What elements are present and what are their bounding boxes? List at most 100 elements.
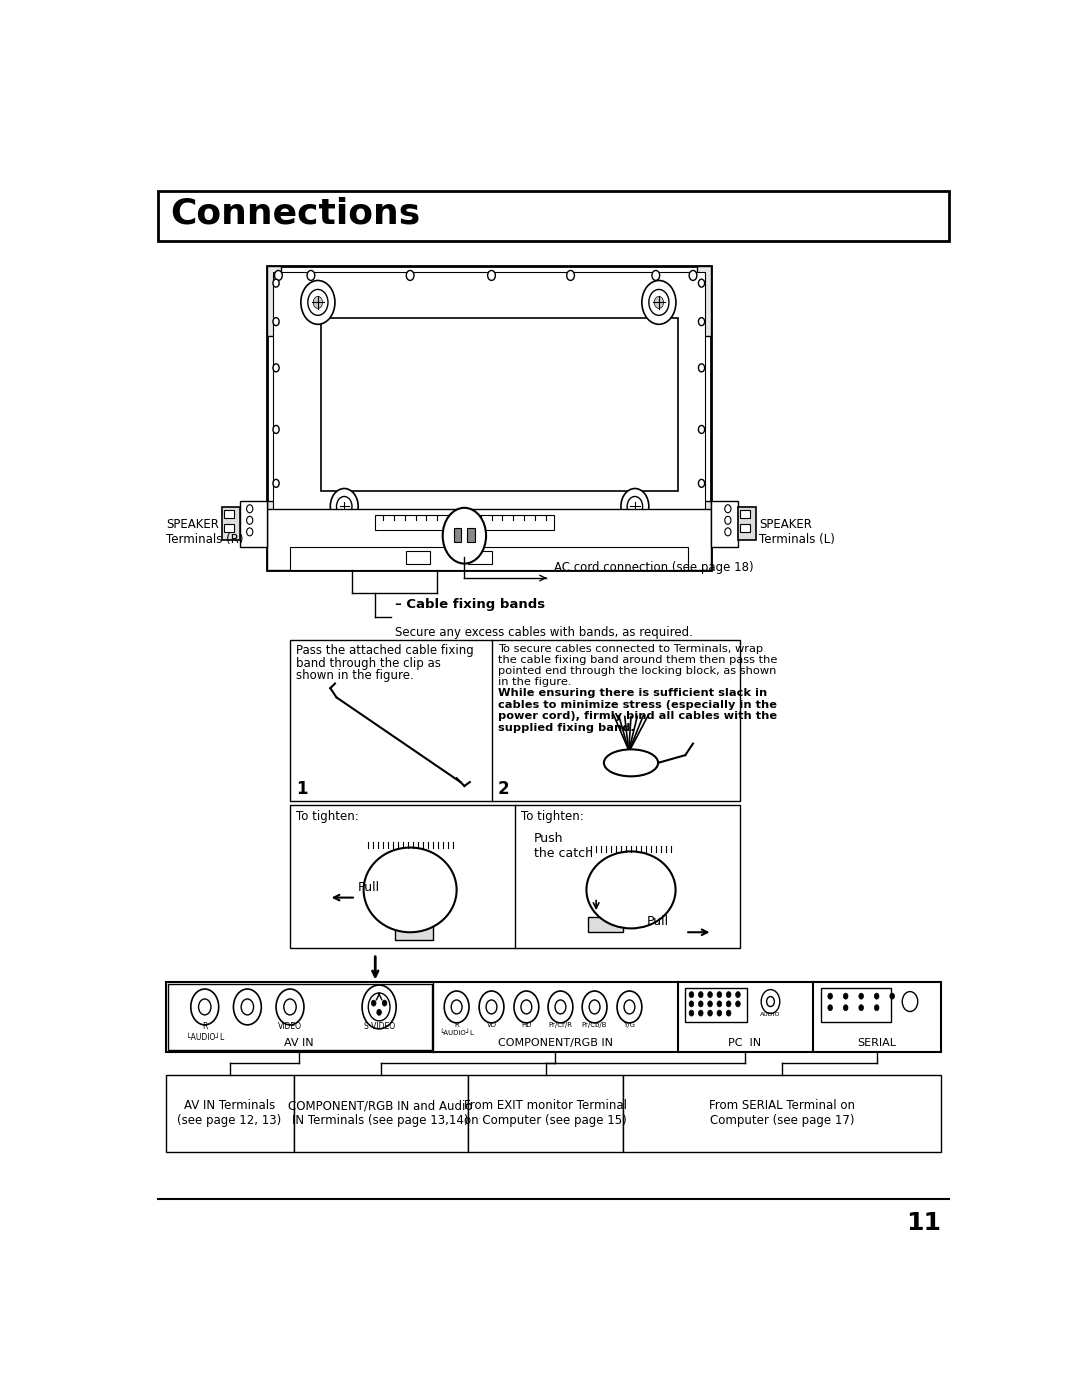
Circle shape xyxy=(717,1000,721,1007)
Circle shape xyxy=(246,517,253,524)
Circle shape xyxy=(486,1000,497,1014)
Circle shape xyxy=(725,528,731,536)
Circle shape xyxy=(273,479,279,488)
Bar xyxy=(589,916,623,932)
Text: Y/G: Y/G xyxy=(623,1023,635,1028)
Circle shape xyxy=(307,271,314,281)
Circle shape xyxy=(372,1000,376,1006)
Circle shape xyxy=(241,999,254,1014)
Circle shape xyxy=(652,271,660,281)
Bar xyxy=(321,317,677,490)
Bar xyxy=(240,502,267,548)
Circle shape xyxy=(735,1000,740,1007)
Bar xyxy=(291,805,740,947)
Bar xyxy=(225,524,234,532)
Circle shape xyxy=(233,989,261,1025)
Circle shape xyxy=(735,992,740,997)
Circle shape xyxy=(767,996,774,1006)
Text: Pr/Cr/R: Pr/Cr/R xyxy=(549,1023,572,1028)
Text: Pass the attached cable fixing: Pass the attached cable fixing xyxy=(296,644,474,657)
Bar xyxy=(166,1074,294,1151)
Circle shape xyxy=(627,496,643,517)
Circle shape xyxy=(624,1000,635,1014)
Circle shape xyxy=(689,992,693,997)
Circle shape xyxy=(649,289,669,316)
Bar xyxy=(623,1074,941,1151)
Circle shape xyxy=(555,1000,566,1014)
Circle shape xyxy=(859,1004,864,1010)
Text: R
└AUDIO┘L: R └AUDIO┘L xyxy=(186,1023,224,1042)
Circle shape xyxy=(717,992,721,997)
Text: To secure cables connected to Terminals, wrap: To secure cables connected to Terminals,… xyxy=(498,644,762,654)
Circle shape xyxy=(246,528,253,536)
Circle shape xyxy=(273,317,279,326)
Circle shape xyxy=(276,989,303,1025)
Circle shape xyxy=(406,271,414,281)
Circle shape xyxy=(843,993,848,999)
Bar xyxy=(221,507,240,539)
Circle shape xyxy=(444,990,469,1023)
Circle shape xyxy=(308,289,328,316)
Text: While ensuring there is sufficient slack in
cables to minimize stress (especiall: While ensuring there is sufficient slack… xyxy=(498,689,777,733)
Bar xyxy=(294,1074,469,1151)
Text: in the figure.: in the figure. xyxy=(498,676,571,686)
Bar xyxy=(273,272,704,564)
Circle shape xyxy=(727,992,731,997)
Circle shape xyxy=(654,296,663,309)
Text: SPEAKER
Terminals (R): SPEAKER Terminals (R) xyxy=(166,518,243,546)
Circle shape xyxy=(246,504,253,513)
Text: HD: HD xyxy=(522,1023,531,1028)
Bar xyxy=(685,989,747,1023)
Text: Connections: Connections xyxy=(170,197,420,231)
Text: To tighten:: To tighten: xyxy=(296,810,359,823)
Circle shape xyxy=(514,990,539,1023)
Circle shape xyxy=(273,529,279,538)
Circle shape xyxy=(689,271,697,281)
Bar xyxy=(738,507,756,539)
Circle shape xyxy=(890,993,894,999)
Circle shape xyxy=(307,556,314,566)
Text: COMPONENT/RGB IN and Audio
IN Terminals (see page 13,14): COMPONENT/RGB IN and Audio IN Terminals … xyxy=(288,1099,473,1127)
Circle shape xyxy=(313,296,323,309)
Bar xyxy=(740,524,751,532)
Circle shape xyxy=(699,992,703,997)
Circle shape xyxy=(875,1004,879,1010)
Circle shape xyxy=(548,990,572,1023)
Circle shape xyxy=(652,556,660,566)
Bar xyxy=(697,502,711,570)
Circle shape xyxy=(480,990,504,1023)
Circle shape xyxy=(699,317,704,326)
Text: VIDEO: VIDEO xyxy=(278,1023,302,1031)
Text: – Cable fixing bands: – Cable fixing bands xyxy=(394,598,544,610)
Text: band through the clip as: band through the clip as xyxy=(296,657,441,669)
Circle shape xyxy=(273,279,279,288)
Bar xyxy=(454,528,461,542)
Circle shape xyxy=(717,1010,721,1016)
Text: 2: 2 xyxy=(498,780,510,798)
Text: pointed end through the locking block, as shown: pointed end through the locking block, a… xyxy=(498,666,777,676)
Text: Pull: Pull xyxy=(359,880,380,894)
Bar xyxy=(267,509,711,570)
Circle shape xyxy=(382,1000,387,1006)
Circle shape xyxy=(567,556,575,566)
Bar xyxy=(711,502,738,548)
Bar xyxy=(267,267,281,335)
Circle shape xyxy=(727,1010,731,1016)
Circle shape xyxy=(699,426,704,433)
Circle shape xyxy=(301,281,335,324)
Bar xyxy=(375,515,554,531)
Circle shape xyxy=(443,509,486,563)
Text: AV IN: AV IN xyxy=(284,1038,314,1048)
Text: shown in the figure.: shown in the figure. xyxy=(296,669,414,682)
Bar xyxy=(291,640,740,802)
Circle shape xyxy=(699,529,704,538)
Text: VD: VD xyxy=(486,1023,497,1028)
Bar xyxy=(821,989,891,1023)
Circle shape xyxy=(727,1000,731,1007)
Bar xyxy=(697,267,711,335)
Circle shape xyxy=(642,281,676,324)
Bar xyxy=(267,267,711,570)
Bar xyxy=(469,1074,623,1151)
Ellipse shape xyxy=(364,848,457,932)
Text: SERIAL: SERIAL xyxy=(858,1038,896,1048)
